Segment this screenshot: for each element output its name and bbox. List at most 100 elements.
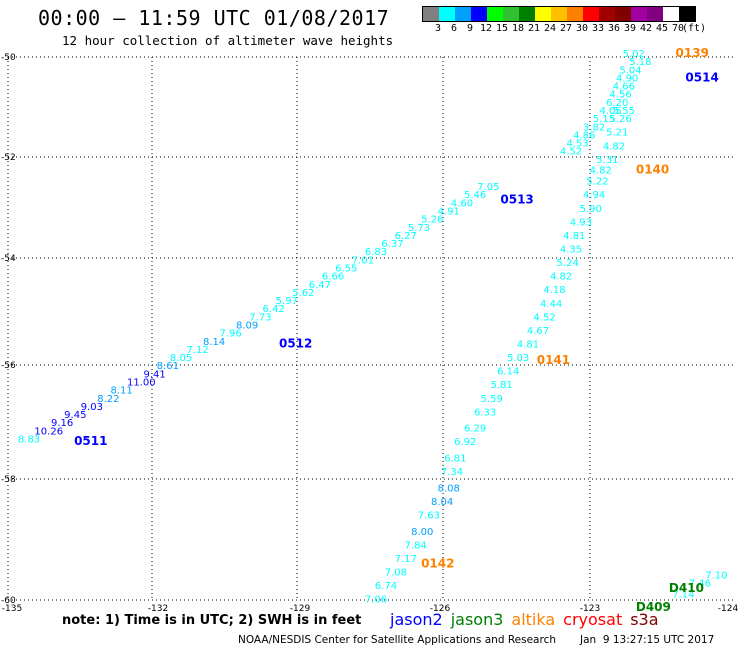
swh-reading: 6.47 bbox=[309, 280, 331, 291]
lon-tick-label: -126 bbox=[430, 604, 451, 614]
swh-reading: 5.90 bbox=[580, 204, 602, 215]
legend-jason3: jason3 bbox=[450, 610, 504, 629]
swh-reading: 7.10 bbox=[705, 570, 727, 581]
swh-reading: 7.63 bbox=[418, 511, 440, 522]
pass-label-0139: 0139 bbox=[676, 46, 709, 60]
swh-reading: 5.62 bbox=[292, 288, 314, 299]
color-swatch bbox=[423, 7, 439, 21]
color-scale-bar bbox=[422, 6, 696, 22]
color-scale-label: 6 bbox=[450, 23, 458, 34]
color-swatch bbox=[599, 7, 615, 21]
lat-tick-label: -52 bbox=[1, 153, 16, 163]
swh-reading: 5.31 bbox=[596, 155, 618, 166]
pass-label-0513: 0513 bbox=[500, 193, 533, 207]
color-swatch bbox=[551, 7, 567, 21]
color-scale-label: 18 bbox=[511, 23, 525, 34]
pass-label-0511: 0511 bbox=[74, 434, 107, 448]
swh-reading: 6.42 bbox=[262, 304, 284, 315]
legend-s3a: s3a bbox=[630, 610, 659, 629]
color-swatch bbox=[583, 7, 599, 21]
lat-tick-label: -56 bbox=[1, 361, 16, 371]
swh-reading: 8.04 bbox=[431, 497, 453, 508]
swh-reading: 5.26 bbox=[421, 215, 443, 226]
pass-label-0142: 0142 bbox=[421, 556, 454, 570]
swh-reading: 4.35 bbox=[560, 244, 582, 255]
footer-note: note: 1) Time is in UTC; 2) SWH is in fe… bbox=[62, 613, 362, 628]
swh-reading: 4.81 bbox=[517, 340, 539, 351]
lon-tick-label: -123 bbox=[580, 604, 600, 614]
swh-reading: 8.83 bbox=[18, 435, 40, 446]
swh-reading: 4.18 bbox=[543, 285, 565, 296]
color-scale-label: 12 bbox=[479, 23, 493, 34]
color-scale-label: 30 bbox=[575, 23, 589, 34]
lon-tick-label: -135 bbox=[2, 604, 22, 614]
lat-tick-label: -60 bbox=[1, 596, 16, 606]
color-swatch bbox=[615, 7, 631, 21]
swh-reading: 8.11 bbox=[110, 386, 132, 397]
swh-reading: 9.45 bbox=[64, 410, 86, 421]
swh-reading: 3.82 bbox=[583, 122, 605, 133]
swh-reading: 4.94 bbox=[583, 190, 605, 201]
swh-reading: 8.14 bbox=[203, 337, 225, 348]
lat-tick-label: -58 bbox=[1, 475, 16, 485]
pass-label-D409: D409 bbox=[636, 600, 671, 614]
swh-reading: 8.09 bbox=[236, 321, 258, 332]
swh-reading: 5.81 bbox=[490, 380, 512, 391]
swh-reading: 7.17 bbox=[395, 554, 417, 565]
color-swatch bbox=[663, 7, 679, 21]
swh-reading: 6.14 bbox=[497, 367, 519, 378]
color-scale-label: 15 bbox=[495, 23, 509, 34]
color-scale-label: 33 bbox=[591, 23, 605, 34]
color-swatch bbox=[455, 7, 471, 21]
color-swatch bbox=[519, 7, 535, 21]
swh-readings: 8.8310.269.169.459.038.228.1111.009.418.… bbox=[18, 49, 728, 606]
pass-label-0512: 0512 bbox=[279, 337, 312, 351]
swh-reading: 7.96 bbox=[219, 329, 241, 340]
lon-tick-label: -132 bbox=[148, 604, 168, 614]
swh-reading: 6.74 bbox=[375, 581, 397, 592]
lat-tick-label: -50 bbox=[1, 53, 16, 63]
swh-reading: 4.52 bbox=[560, 147, 582, 158]
color-scale-label: 21 bbox=[527, 23, 541, 34]
map-grid bbox=[7, 56, 735, 601]
lat-tick-label: -54 bbox=[1, 254, 16, 264]
swh-reading: 4.91 bbox=[438, 206, 460, 217]
swh-reading: 4.93 bbox=[570, 217, 592, 228]
swh-reading: 7.05 bbox=[477, 182, 499, 193]
pass-labels: 0511 0512 0513 0514 0139 0140 0141 0142 D410 D409 bbox=[74, 46, 719, 614]
color-scale-label: 3 bbox=[434, 23, 442, 34]
swh-reading: 7.73 bbox=[249, 312, 271, 323]
color-swatch bbox=[535, 7, 551, 21]
lon-tick-label: -129 bbox=[290, 604, 311, 614]
swh-reading: 6.66 bbox=[322, 272, 344, 283]
color-swatch bbox=[487, 7, 503, 21]
swh-reading: 5.02 bbox=[623, 49, 645, 60]
swh-reading: 7.06 bbox=[365, 595, 387, 606]
color-swatch bbox=[439, 7, 455, 21]
swh-reading: 9.03 bbox=[81, 402, 103, 413]
swh-reading: 6.81 bbox=[444, 454, 466, 465]
swh-reading: 8.61 bbox=[157, 361, 179, 372]
color-scale-label: 27 bbox=[559, 23, 573, 34]
color-scale-label: 42 bbox=[639, 23, 653, 34]
swh-reading: 9.16 bbox=[51, 418, 73, 429]
swh-reading: 4.86 bbox=[573, 130, 595, 141]
pass-label-0141: 0141 bbox=[537, 353, 570, 367]
color-scale-label: 24 bbox=[543, 23, 557, 34]
swh-reading: 4.53 bbox=[566, 139, 588, 150]
swh-reading: 7.01 bbox=[352, 255, 374, 266]
color-swatch bbox=[567, 7, 583, 21]
color-scale-label: 39 bbox=[623, 23, 637, 34]
legend-altika: altika bbox=[511, 610, 556, 629]
swh-reading: 4.56 bbox=[609, 90, 631, 101]
swh-reading: 5.55 bbox=[613, 106, 635, 117]
swh-reading: 7.84 bbox=[405, 540, 427, 551]
swh-reading: 5.59 bbox=[481, 394, 503, 405]
color-scale-label: 70 bbox=[671, 23, 685, 34]
swh-reading: 6.83 bbox=[365, 247, 387, 258]
swh-reading: 4.82 bbox=[603, 141, 625, 152]
swh-reading: 5.04 bbox=[619, 65, 641, 76]
swh-reading: 8.05 bbox=[170, 353, 192, 364]
axis-tick-labels: -135 -132 -129 -126 -123 -124 -50 -52 -54 -56 -58 -… bbox=[1, 53, 738, 614]
swh-reading: 6.29 bbox=[464, 424, 486, 435]
